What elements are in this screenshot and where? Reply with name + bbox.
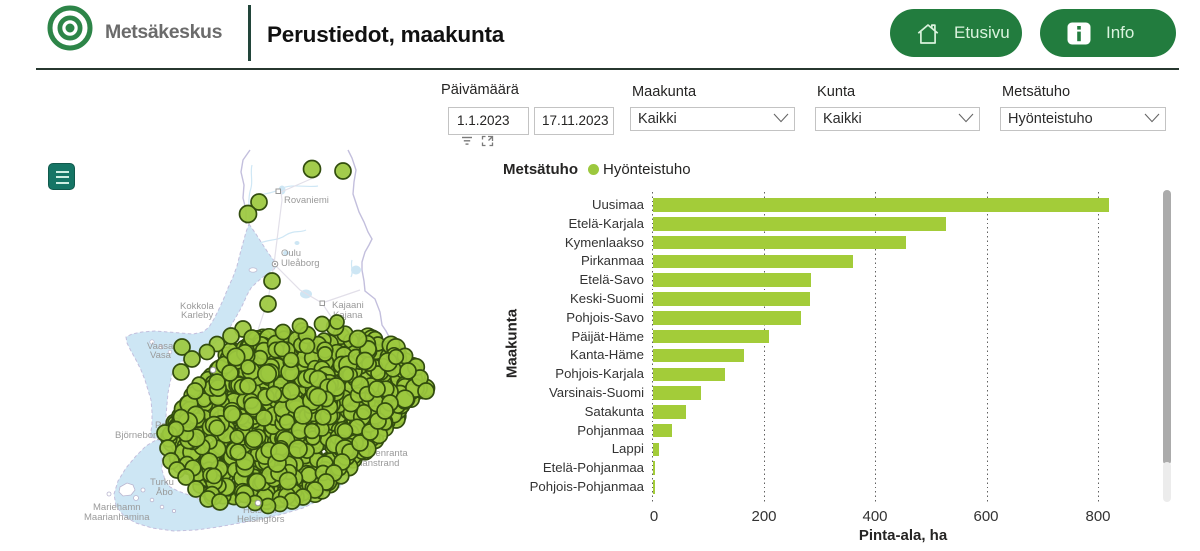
svg-text:Kajana: Kajana: [333, 310, 363, 321]
svg-text:Helsinki: Helsinki: [243, 505, 276, 516]
svg-text:Karleby: Karleby: [181, 310, 213, 321]
svg-text:Mariehamn: Mariehamn: [93, 502, 141, 513]
svg-text:Lappeenranta: Lappeenranta: [349, 448, 408, 459]
svg-text:Uleåborg: Uleåborg: [281, 258, 320, 269]
svg-text:Åbo: Åbo: [156, 487, 173, 498]
svg-text:Helsingfors: Helsingfors: [237, 514, 285, 525]
svg-text:Vaasa: Vaasa: [147, 341, 174, 352]
svg-text:Turku: Turku: [150, 477, 174, 488]
svg-text:Villmanstrand: Villmanstrand: [342, 458, 399, 469]
svg-text:Björneborg: Björneborg: [115, 430, 161, 441]
svg-text:Kokkola: Kokkola: [180, 301, 215, 312]
svg-text:Kajaani: Kajaani: [332, 300, 364, 311]
svg-text:Vasa: Vasa: [150, 350, 172, 361]
svg-text:Oulu: Oulu: [281, 248, 301, 259]
svg-text:Maarianhamina: Maarianhamina: [84, 512, 150, 523]
svg-text:Rovaniemi: Rovaniemi: [284, 195, 329, 206]
